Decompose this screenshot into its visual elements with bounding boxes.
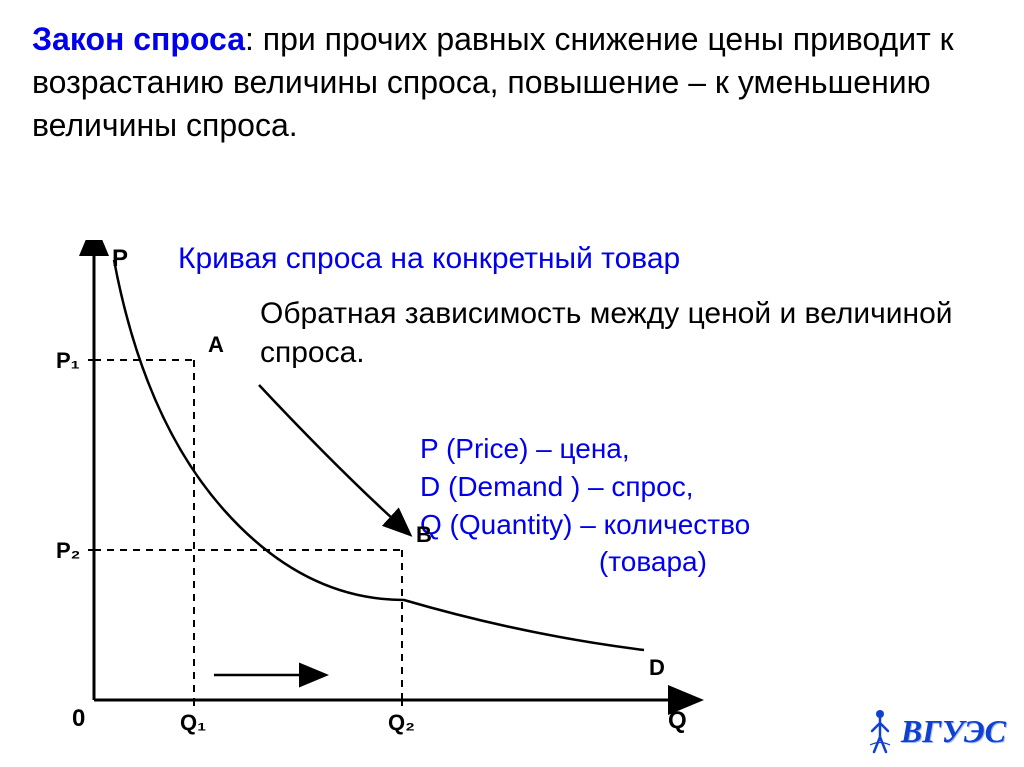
svg-text:A: A [208,332,224,357]
chart-svg: PQ0P₁P₂Q₁Q₂DAB [24,240,724,750]
demand-curve-chart: PQ0P₁P₂Q₁Q₂DAB [24,240,724,740]
svg-text:Q: Q [668,707,687,734]
svg-text:D: D [649,655,665,680]
svg-text:Q₂: Q₂ [388,710,415,735]
law-title: Закон спроса [32,21,245,57]
svg-text:0: 0 [72,705,85,732]
svg-text:P₂: P₂ [56,538,80,563]
logo: ВГУЭС [865,707,1006,755]
svg-text:Q₁: Q₁ [180,710,206,735]
header-text: Закон спроса: при прочих равных снижение… [32,18,984,148]
svg-text:P₁: P₁ [56,348,80,373]
logo-text: ВГУЭС [901,713,1006,750]
logo-figure-icon [865,707,895,755]
svg-text:B: B [416,522,432,547]
